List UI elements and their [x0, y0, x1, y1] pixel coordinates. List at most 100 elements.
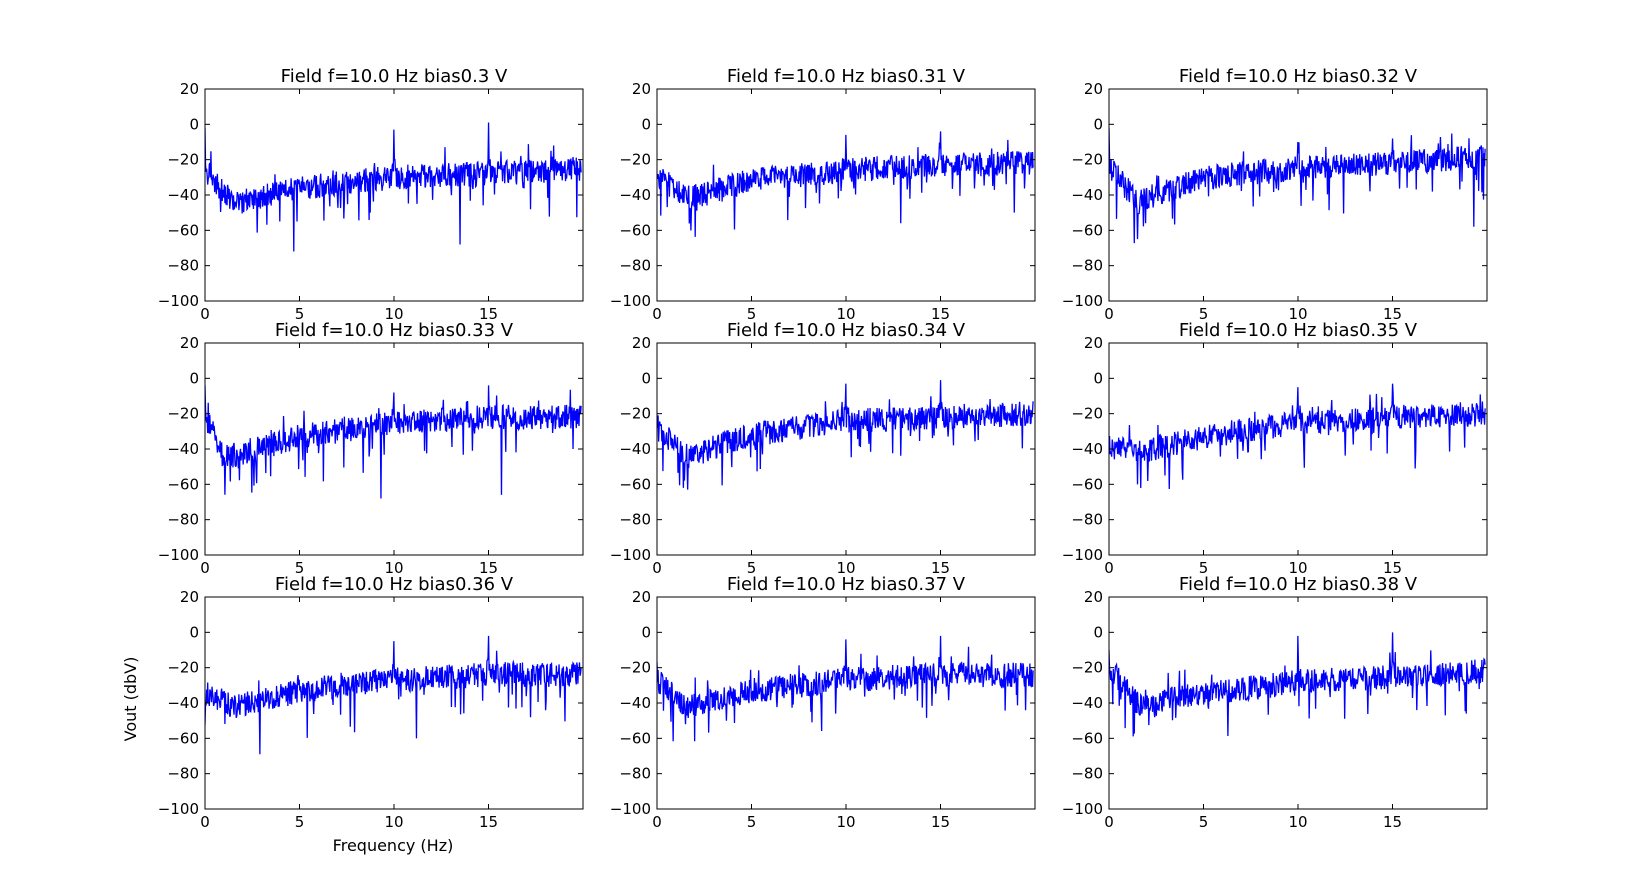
y-tick-label: −100: [158, 546, 199, 564]
subplot-title: Field f=10.0 Hz bias0.3 V: [281, 66, 508, 87]
subplot-3: Field f=10.0 Hz bias0.32 V 0 5 10 15 20 0 −20 −4…: [1062, 66, 1488, 323]
y-tick-label: −80: [619, 511, 651, 529]
y-tick-label: −20: [619, 405, 651, 423]
x-tick-label: 10: [836, 559, 855, 577]
y-tick-label: 0: [1093, 115, 1103, 133]
y-tick-label: −20: [167, 405, 199, 423]
x-tick-label: 0: [1104, 559, 1114, 577]
y-tick-label: −100: [610, 800, 651, 818]
x-tick-label: 15: [1383, 559, 1402, 577]
x-tick-label: 5: [1199, 305, 1209, 323]
y-tick-label: −60: [619, 729, 651, 747]
x-tick-label: 5: [747, 305, 757, 323]
subplot-title: Field f=10.0 Hz bias0.31 V: [727, 66, 966, 87]
y-tick-label: −80: [1071, 511, 1103, 529]
y-tick-label: −80: [619, 257, 651, 275]
spectrum-line: [205, 635, 582, 755]
subplot-1: Field f=10.0 Hz bias0.3 V 0 5 10 15 20 0 −20 −40…: [158, 66, 584, 323]
subplot-5: Field f=10.0 Hz bias0.34 V 0 5 10 15 20 0 −20 −4…: [610, 320, 1036, 577]
x-tick-label: 15: [1383, 305, 1402, 323]
subplot-4: Field f=10.0 Hz bias0.33 V 0 5 10 15 20 0 −20 −4…: [158, 320, 584, 577]
y-tick-label: 0: [1093, 369, 1103, 387]
x-tick-label: 0: [652, 813, 662, 831]
y-tick-label: −100: [610, 292, 651, 310]
figure-ylabel: Vout (dbV): [121, 657, 140, 742]
subplot-8: Field f=10.0 Hz bias0.37 V 0 5 10 15 20 0 −20 −4…: [610, 574, 1036, 831]
y-tick-label: −60: [1071, 729, 1103, 747]
subplot-title: Field f=10.0 Hz bias0.38 V: [1179, 574, 1418, 595]
y-tick-label: −20: [619, 659, 651, 677]
subplot-9: Field f=10.0 Hz bias0.38 V 0 5 10 15 20 0 −20 −4…: [1062, 574, 1488, 831]
x-tick-label: 10: [1288, 305, 1307, 323]
y-tick-label: −100: [1062, 546, 1103, 564]
y-tick-label: −20: [167, 659, 199, 677]
y-tick-label: 20: [180, 334, 199, 352]
y-tick-label: 20: [180, 588, 199, 606]
x-tick-label: 15: [931, 813, 950, 831]
y-tick-label: −60: [167, 475, 199, 493]
y-tick-label: 20: [632, 80, 651, 98]
figure-xlabel: Frequency (Hz): [333, 836, 454, 855]
subplot-6: Field f=10.0 Hz bias0.35 V 0 5 10 15 20 0 −20 −4…: [1062, 320, 1488, 577]
y-tick-label: 0: [641, 623, 651, 641]
y-tick-label: −20: [167, 151, 199, 169]
x-tick-label: 10: [384, 559, 403, 577]
y-tick-label: −40: [619, 186, 651, 204]
y-tick-label: −60: [167, 729, 199, 747]
y-tick-label: −40: [167, 694, 199, 712]
x-tick-label: 5: [1199, 559, 1209, 577]
x-tick-label: 10: [384, 305, 403, 323]
y-tick-label: −40: [619, 440, 651, 458]
x-tick-label: 15: [479, 813, 498, 831]
y-tick-label: 20: [180, 80, 199, 98]
spectrum-line: [657, 635, 1034, 742]
y-tick-label: 20: [1084, 80, 1103, 98]
x-tick-label: 5: [295, 559, 305, 577]
y-tick-label: −20: [619, 151, 651, 169]
x-tick-label: 0: [652, 559, 662, 577]
y-tick-label: −40: [619, 694, 651, 712]
y-tick-label: 0: [189, 623, 199, 641]
spectrum-line: [1109, 632, 1486, 737]
x-tick-label: 5: [1199, 813, 1209, 831]
y-tick-label: −80: [619, 765, 651, 783]
spectrum-line: [657, 380, 1034, 490]
y-tick-label: −60: [1071, 221, 1103, 239]
y-tick-label: −80: [167, 511, 199, 529]
x-tick-label: 10: [836, 813, 855, 831]
x-tick-label: 15: [479, 559, 498, 577]
x-tick-label: 10: [1288, 813, 1307, 831]
x-tick-label: 0: [1104, 813, 1114, 831]
spectrum-line: [1109, 383, 1486, 489]
y-tick-label: −40: [1071, 186, 1103, 204]
y-tick-label: −100: [1062, 292, 1103, 310]
y-tick-label: −100: [158, 292, 199, 310]
subplot-title: Field f=10.0 Hz bias0.35 V: [1179, 320, 1418, 341]
x-tick-label: 15: [931, 559, 950, 577]
y-tick-label: 20: [1084, 334, 1103, 352]
y-tick-label: −20: [1071, 151, 1103, 169]
spectrum-line: [205, 385, 582, 499]
x-tick-label: 0: [200, 813, 210, 831]
y-tick-label: 0: [641, 369, 651, 387]
y-tick-label: −80: [1071, 765, 1103, 783]
x-tick-label: 10: [384, 813, 403, 831]
x-tick-label: 0: [1104, 305, 1114, 323]
y-tick-label: −40: [167, 186, 199, 204]
x-tick-label: 0: [200, 559, 210, 577]
y-tick-label: 20: [1084, 588, 1103, 606]
subplot-7: Field f=10.0 Hz bias0.36 V 0 5 10 15 20 0 −20 −4…: [158, 574, 584, 831]
axes-frame: [1108, 596, 1488, 810]
x-tick-label: 10: [1288, 559, 1307, 577]
x-tick-label: 10: [836, 305, 855, 323]
y-tick-label: −20: [1071, 405, 1103, 423]
y-tick-label: −80: [167, 765, 199, 783]
x-tick-label: 0: [652, 305, 662, 323]
subplot-2: Field f=10.0 Hz bias0.31 V 0 5 10 15 20 0 −20 −4…: [610, 66, 1036, 323]
spectrum-line: [1109, 127, 1486, 244]
x-tick-label: 15: [1383, 813, 1402, 831]
y-tick-label: −80: [1071, 257, 1103, 275]
y-tick-label: −60: [167, 221, 199, 239]
y-tick-label: −80: [167, 257, 199, 275]
